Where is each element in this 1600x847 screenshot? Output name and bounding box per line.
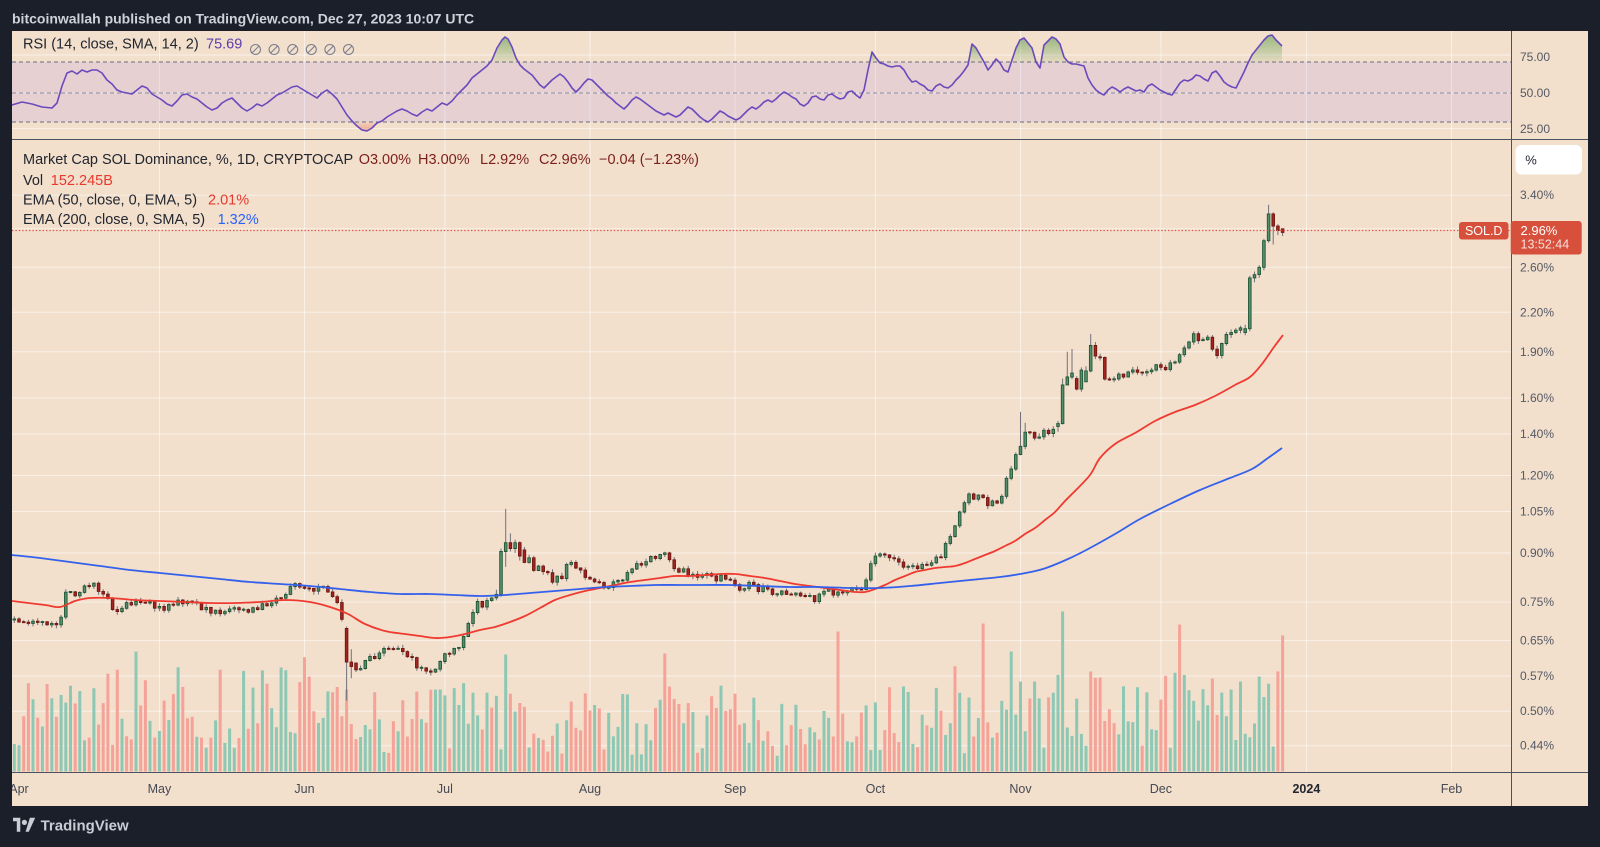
svg-text:Apr: Apr xyxy=(9,782,28,796)
svg-text:RSI (14, close, SMA, 14, 2): RSI (14, close, SMA, 14, 2) xyxy=(23,37,199,53)
svg-text:L2.92%: L2.92% xyxy=(480,152,529,168)
svg-text:H3.00%: H3.00% xyxy=(418,152,470,168)
svg-text:Vol: Vol xyxy=(23,173,43,189)
svg-text:Oct: Oct xyxy=(866,782,886,796)
svg-text:%: % xyxy=(1525,153,1537,168)
svg-text:Market Cap SOL Dominance, %, 1: Market Cap SOL Dominance, %, 1D, CRYPTOC… xyxy=(23,152,353,168)
svg-text:152.245B: 152.245B xyxy=(51,173,113,189)
svg-text:−0.04 (−1.23%): −0.04 (−1.23%) xyxy=(599,152,699,168)
svg-text:Jul: Jul xyxy=(437,782,453,796)
svg-text:2.20%: 2.20% xyxy=(1520,305,1554,319)
svg-text:2.96%: 2.96% xyxy=(1521,223,1558,238)
svg-text:SOL.D: SOL.D xyxy=(1465,224,1503,238)
svg-text:Jun: Jun xyxy=(294,782,314,796)
svg-text:1.40%: 1.40% xyxy=(1520,427,1554,441)
svg-text:EMA (200, close, 0, SMA, 5): EMA (200, close, 0, SMA, 5) xyxy=(23,212,205,228)
svg-text:3.40%: 3.40% xyxy=(1520,188,1554,202)
svg-text:Sep: Sep xyxy=(724,782,746,796)
svg-text:1.05%: 1.05% xyxy=(1520,504,1554,518)
svg-text:1.32%: 1.32% xyxy=(218,212,259,228)
svg-text:TradingView: TradingView xyxy=(41,817,129,834)
svg-text:Nov: Nov xyxy=(1009,782,1032,796)
svg-text:1.20%: 1.20% xyxy=(1520,469,1554,483)
svg-text:50.00: 50.00 xyxy=(1520,86,1550,100)
svg-text:0.90%: 0.90% xyxy=(1520,546,1554,560)
svg-text:25.00: 25.00 xyxy=(1520,122,1550,136)
svg-text:Aug: Aug xyxy=(579,782,601,796)
svg-text:O3.00%: O3.00% xyxy=(359,152,411,168)
svg-text:EMA (50, close, 0, EMA, 5): EMA (50, close, 0, EMA, 5) xyxy=(23,193,197,209)
svg-text:C2.96%: C2.96% xyxy=(539,152,591,168)
svg-text:75.00: 75.00 xyxy=(1520,50,1550,64)
svg-text:2.01%: 2.01% xyxy=(208,193,249,209)
svg-text:0.57%: 0.57% xyxy=(1520,669,1554,683)
svg-text:0.75%: 0.75% xyxy=(1520,595,1554,609)
svg-text:1.60%: 1.60% xyxy=(1520,391,1554,405)
svg-text:0.65%: 0.65% xyxy=(1520,634,1554,648)
svg-text:2024: 2024 xyxy=(1292,782,1320,796)
svg-text:0.50%: 0.50% xyxy=(1520,704,1554,718)
svg-text:Dec: Dec xyxy=(1150,782,1172,796)
svg-text:bitcoinwallah published on Tra: bitcoinwallah published on TradingView.c… xyxy=(12,11,474,27)
svg-text:May: May xyxy=(148,782,172,796)
svg-text:2.60%: 2.60% xyxy=(1520,260,1554,274)
svg-text:0.44%: 0.44% xyxy=(1520,739,1554,753)
svg-text:75.69: 75.69 xyxy=(206,37,242,53)
svg-text:Feb: Feb xyxy=(1441,782,1463,796)
svg-text:13:52:44: 13:52:44 xyxy=(1521,238,1570,252)
svg-text:1.90%: 1.90% xyxy=(1520,345,1554,359)
